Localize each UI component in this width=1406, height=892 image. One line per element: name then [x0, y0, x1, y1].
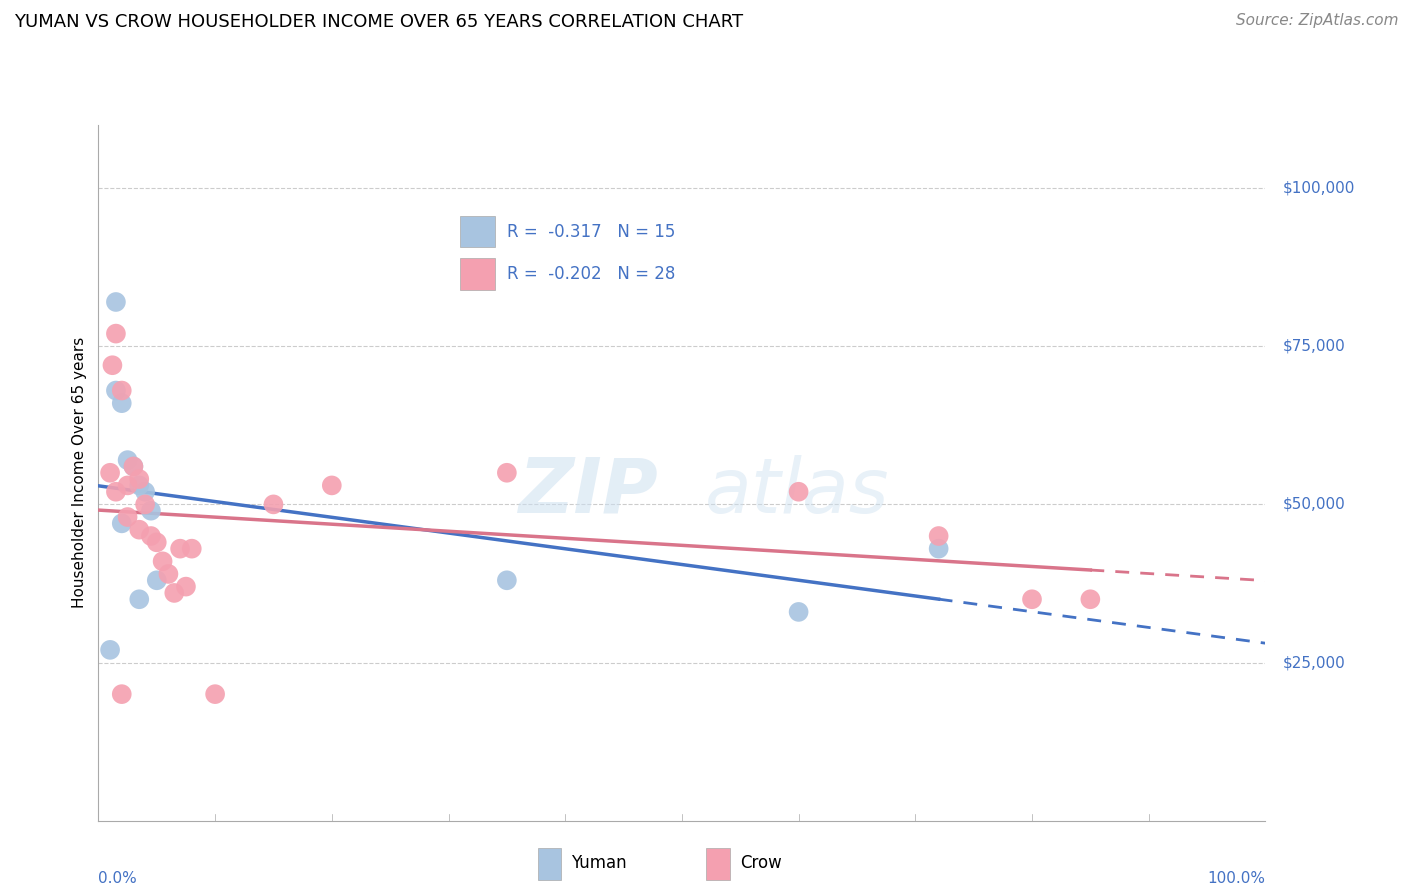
Text: $75,000: $75,000 — [1282, 339, 1346, 354]
Point — [157, 566, 180, 581]
Point — [98, 643, 121, 657]
Point — [104, 295, 127, 310]
Point — [111, 384, 134, 398]
Point — [117, 478, 139, 492]
Point — [787, 605, 810, 619]
Text: 0.0%: 0.0% — [98, 871, 138, 887]
Point — [163, 586, 186, 600]
Point — [104, 384, 127, 398]
Point — [495, 466, 517, 480]
Point — [117, 453, 139, 467]
Point — [104, 484, 127, 499]
Point — [146, 574, 169, 588]
Point — [262, 497, 284, 511]
Y-axis label: Householder Income Over 65 years: Householder Income Over 65 years — [72, 337, 87, 608]
Point — [128, 472, 150, 486]
Point — [122, 459, 145, 474]
Point — [134, 497, 156, 511]
Point — [928, 529, 950, 543]
Point — [174, 580, 197, 594]
Point — [111, 516, 134, 531]
Point — [104, 326, 127, 341]
Point — [495, 574, 517, 588]
Bar — [706, 848, 730, 880]
Text: Source: ZipAtlas.com: Source: ZipAtlas.com — [1236, 13, 1399, 29]
Point — [111, 396, 134, 410]
Point — [146, 535, 169, 549]
Text: $100,000: $100,000 — [1282, 181, 1355, 195]
Point — [1021, 592, 1043, 607]
Point — [128, 523, 150, 537]
Point — [111, 687, 134, 701]
Text: $25,000: $25,000 — [1282, 655, 1346, 670]
Point — [169, 541, 191, 556]
Text: Yuman: Yuman — [571, 854, 627, 872]
Point — [98, 466, 121, 480]
Point — [122, 459, 145, 474]
Point — [787, 484, 810, 499]
Text: Crow: Crow — [740, 854, 782, 872]
Text: YUMAN VS CROW HOUSEHOLDER INCOME OVER 65 YEARS CORRELATION CHART: YUMAN VS CROW HOUSEHOLDER INCOME OVER 65… — [14, 13, 744, 31]
Point — [321, 478, 343, 492]
Text: atlas: atlas — [706, 455, 890, 529]
Point — [1080, 592, 1102, 607]
Point — [128, 478, 150, 492]
Point — [128, 592, 150, 607]
Point — [152, 554, 174, 568]
Point — [134, 484, 156, 499]
Text: ZIP: ZIP — [519, 455, 658, 529]
Bar — [460, 258, 495, 290]
Bar — [537, 848, 561, 880]
Point — [139, 529, 162, 543]
Text: $50,000: $50,000 — [1282, 497, 1346, 512]
Text: R =  -0.202   N = 28: R = -0.202 N = 28 — [506, 266, 675, 284]
Point — [180, 541, 202, 556]
Bar — [460, 216, 495, 247]
Text: 100.0%: 100.0% — [1208, 871, 1265, 887]
Point — [139, 504, 162, 518]
Point — [101, 358, 124, 372]
Text: R =  -0.317   N = 15: R = -0.317 N = 15 — [506, 223, 675, 241]
Point — [204, 687, 226, 701]
Point — [117, 510, 139, 524]
Point — [928, 541, 950, 556]
